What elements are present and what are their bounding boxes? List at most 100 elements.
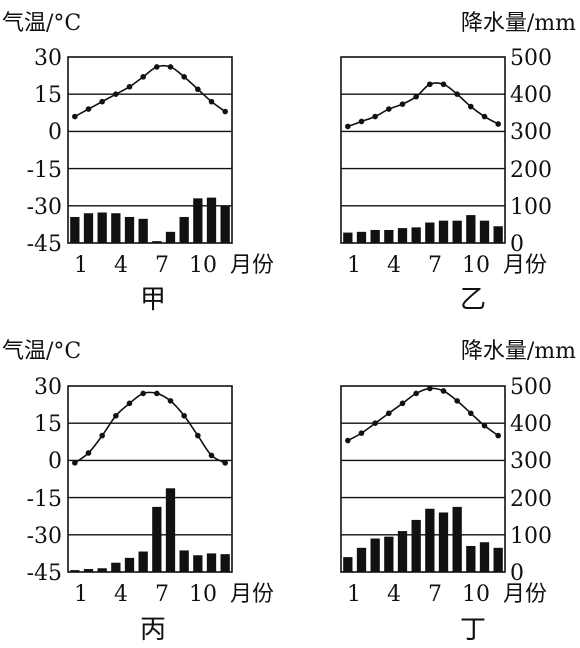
precip-tick-label: 500 (510, 375, 552, 400)
panel-caption-bing: 丙 (140, 615, 166, 645)
plot-frame-yi (340, 56, 506, 244)
temperature-points-yi (345, 81, 501, 130)
temp-point-ding-7 (427, 385, 433, 392)
month-tick-label: 4 (114, 253, 128, 278)
precip-tick-label: 400 (510, 83, 552, 108)
precip-bar-ding-1 (343, 557, 353, 572)
temp-point-yi-9 (454, 91, 460, 97)
precip-bar-bing-5 (124, 557, 135, 572)
month-tick-label: 10 (462, 253, 490, 278)
temp-point-jia-3 (99, 98, 105, 105)
precipitation-bars-jia (70, 197, 230, 243)
precip-bar-bing-7 (152, 506, 162, 572)
precipitation-tick-labels-yi: 500 400 300 200 100 0 (510, 46, 552, 257)
month-tick-label: 7 (155, 253, 169, 278)
precip-bar-ding-10 (466, 545, 476, 572)
temp-point-ding-1 (345, 437, 351, 444)
temp-point-bing-9 (181, 412, 187, 419)
precip-bar-yi-3 (370, 229, 380, 243)
temp-point-jia-9 (181, 74, 187, 80)
temperature-line-jia (74, 64, 226, 118)
month-tick-label: 1 (74, 582, 88, 607)
temperature-axis-title: 气温/°C (2, 339, 81, 364)
precipitation-axis-title: 降水量/mm (461, 339, 576, 364)
precip-bar-bing-9 (179, 550, 189, 572)
precip-bar-jia-1 (70, 216, 80, 243)
precip-bar-yi-6 (411, 227, 421, 243)
precip-tick-label: 100 (510, 195, 552, 220)
temperature-axis-title: 气温/°C (2, 11, 81, 36)
temp-point-bing-1 (72, 460, 78, 466)
precip-bar-yi-7 (425, 222, 435, 243)
plot-frame-bing (67, 385, 233, 573)
temperature-tick-labels-bing: 30 15 0 -15 -30 -45 (27, 375, 62, 586)
temperature-points-bing (72, 390, 228, 466)
precip-tick-label: 300 (510, 120, 552, 145)
precip-tick-label: 400 (510, 412, 552, 437)
temp-point-ding-6 (413, 390, 419, 397)
month-tick-label: 4 (387, 582, 401, 607)
precipitation-tick-labels-ding: 500 400 300 200 100 0 (510, 375, 552, 586)
precip-tick-label: 300 (510, 449, 552, 474)
temp-tick-label: -45 (27, 232, 62, 257)
temp-point-ding-10 (468, 410, 474, 417)
temp-point-ding-12 (495, 432, 501, 439)
temp-point-yi-8 (440, 81, 447, 88)
temp-point-bing-3 (99, 432, 105, 439)
precip-bar-yi-5 (397, 228, 408, 243)
temp-point-yi-7 (427, 81, 433, 88)
temp-point-jia-4 (113, 91, 119, 97)
precip-bar-jia-5 (124, 216, 135, 243)
temperature-tick-labels-jia: 30 15 0 -15 -30 -45 (27, 46, 62, 257)
month-unit-label: 月份 (503, 582, 547, 607)
precip-bar-ding-5 (397, 531, 408, 572)
panel-caption-jia: 甲 (140, 285, 166, 315)
temp-point-ding-5 (399, 400, 406, 407)
precip-tick-label: 200 (510, 158, 552, 183)
temp-tick-label: 30 (34, 375, 62, 400)
precipitation-bars-ding (343, 506, 503, 572)
plot-frame-jia (67, 56, 233, 244)
precip-bar-jia-10 (193, 198, 203, 243)
precip-bar-ding-12 (493, 547, 503, 572)
temp-point-bing-4 (113, 412, 119, 419)
temp-point-jia-6 (140, 74, 146, 80)
precip-bar-bing-8 (165, 488, 176, 572)
precip-tick-label: 500 (510, 46, 552, 71)
temp-tick-label: 0 (48, 120, 62, 145)
month-tick-label: 1 (347, 253, 361, 278)
temp-tick-label: 30 (34, 46, 62, 71)
month-tick-labels-bing: 1 4 7 10 月份 (74, 582, 274, 607)
precip-bar-jia-7 (152, 241, 162, 243)
month-tick-labels-yi: 1 4 7 10 月份 (347, 253, 547, 278)
temp-point-yi-12 (495, 121, 501, 127)
precip-bar-yi-8 (438, 220, 449, 243)
gridlines-jia (68, 93, 232, 207)
precip-bar-bing-6 (138, 551, 148, 572)
precip-tick-label: 0 (510, 561, 524, 586)
panel-bing: 气温/°C 30 15 0 -15 -30 -45 1 4 7 10 月份 丙 (2, 339, 274, 645)
temp-point-bing-11 (208, 452, 215, 459)
precip-bar-yi-4 (384, 229, 394, 243)
temp-point-jia-1 (72, 113, 78, 120)
month-unit-label: 月份 (230, 582, 274, 607)
precip-bar-bing-4 (111, 562, 121, 572)
precip-bar-yi-11 (479, 220, 490, 243)
precip-bar-jia-11 (206, 197, 217, 243)
temp-point-yi-5 (399, 101, 406, 107)
precip-bar-jia-4 (111, 213, 121, 243)
temp-point-jia-12 (222, 108, 228, 115)
precip-bar-yi-9 (452, 220, 462, 243)
temperature-line-bing (74, 391, 226, 464)
precip-bar-bing-3 (97, 568, 107, 572)
gridlines-yi (341, 93, 505, 207)
temp-point-bing-10 (195, 432, 201, 439)
temperature-points-ding (345, 385, 501, 444)
temp-point-yi-1 (345, 123, 351, 130)
temp-point-jia-11 (208, 98, 215, 105)
temp-tick-label: -15 (27, 487, 62, 512)
temp-point-bing-8 (167, 398, 174, 404)
precip-bar-jia-8 (165, 231, 176, 243)
temp-point-yi-11 (481, 113, 488, 120)
month-tick-label: 1 (74, 253, 88, 278)
